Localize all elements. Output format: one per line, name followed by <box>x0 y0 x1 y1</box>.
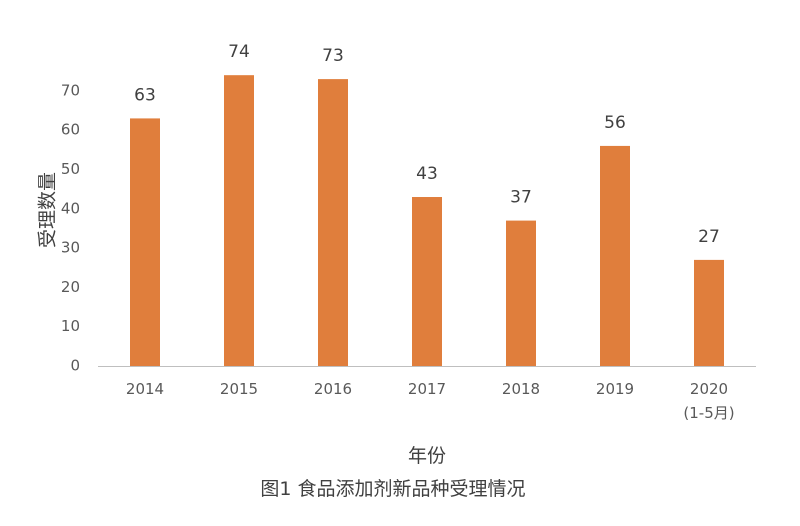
x-tick-label: 2018 <box>502 380 540 398</box>
data-label: 43 <box>416 164 438 184</box>
y-axis-ticks: 0 10 20 30 40 50 60 70 <box>61 81 80 374</box>
x-tick-label: 2015 <box>220 380 258 398</box>
y-tick-label: 30 <box>61 239 80 257</box>
y-tick-label: 50 <box>61 160 80 178</box>
y-tick-label: 20 <box>61 278 80 296</box>
data-label: 37 <box>510 188 532 208</box>
y-axis-title: 受理数量 <box>37 172 59 248</box>
data-label: 73 <box>322 46 344 66</box>
x-tick-label: (1-5月) <box>683 404 734 422</box>
data-label: 56 <box>604 113 626 133</box>
data-label: 27 <box>698 227 720 247</box>
bar <box>412 197 442 366</box>
y-tick-label: 70 <box>61 81 80 99</box>
y-tick-label: 10 <box>61 317 80 335</box>
x-tick-label: 2016 <box>314 380 352 398</box>
x-axis-title: 年份 <box>408 445 446 467</box>
y-tick-label: 40 <box>61 199 80 217</box>
x-tick-label: 2020 <box>690 380 728 398</box>
data-label: 63 <box>134 85 156 105</box>
bar <box>506 220 536 366</box>
bar <box>318 79 348 367</box>
bar <box>224 75 254 367</box>
bar <box>600 145 630 366</box>
bar <box>694 259 724 366</box>
x-tick-label: 2014 <box>126 380 164 398</box>
x-tick-label: 2019 <box>596 380 634 398</box>
x-tick-label: 2017 <box>408 380 446 398</box>
y-tick-label: 60 <box>61 121 80 139</box>
bar <box>130 118 160 366</box>
bars: 63 74 73 43 37 56 27 <box>130 42 724 367</box>
x-axis-ticks: 2014 2015 2016 2017 2018 2019 2020 (1-5月) <box>126 380 735 422</box>
data-label: 74 <box>228 42 250 62</box>
figure-caption: 图1 食品添加剂新品种受理情况 <box>260 478 525 500</box>
y-tick-label: 0 <box>70 357 80 375</box>
